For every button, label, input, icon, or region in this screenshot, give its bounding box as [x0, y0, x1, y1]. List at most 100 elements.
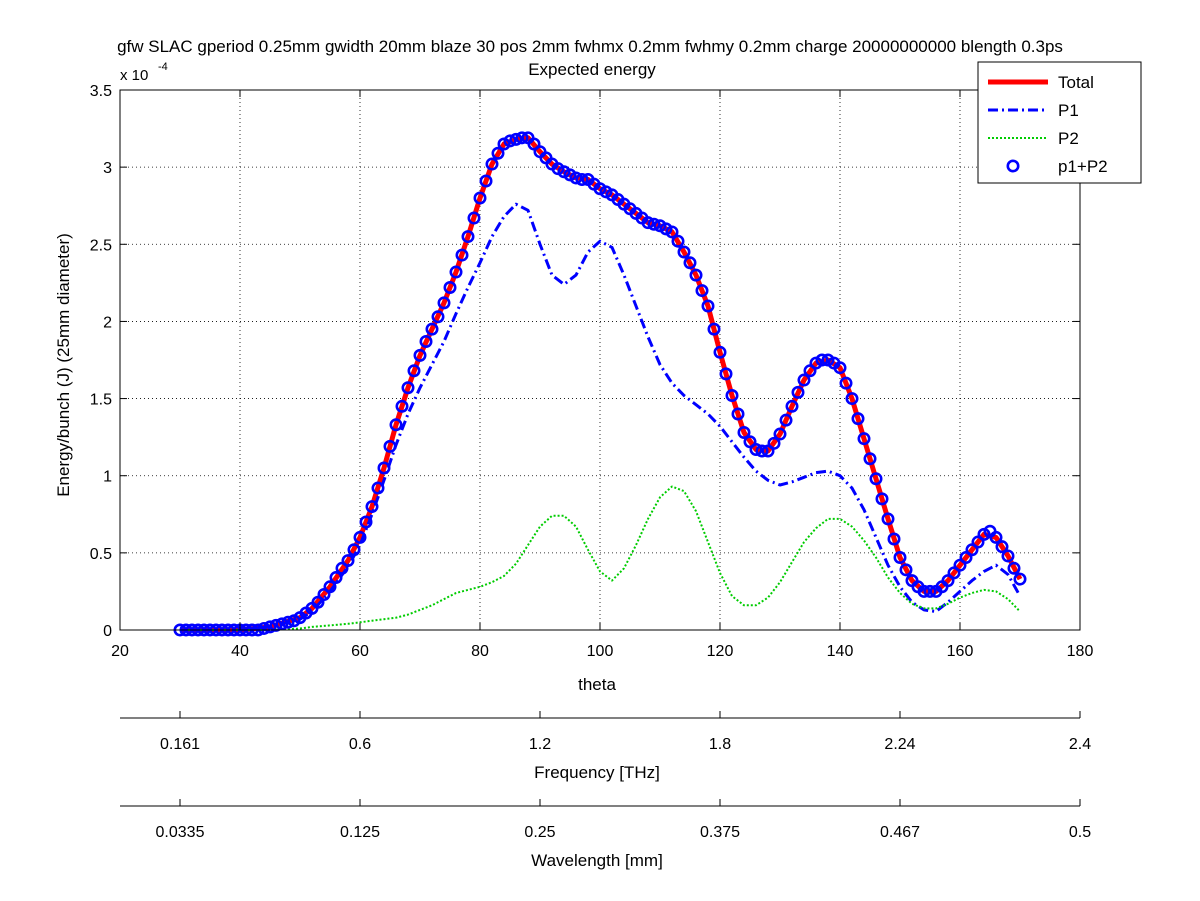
series-p1-p2-point	[815, 353, 829, 367]
series-p1-p2-point	[767, 436, 781, 450]
y-tick-label: 3.5	[90, 83, 112, 100]
series-p1-p2-point	[323, 580, 337, 594]
series-p1-line	[180, 202, 1022, 632]
legend: Total P1 P2 p1+P2	[977, 61, 1142, 184]
series-p1-p2-point	[833, 361, 847, 375]
y-tick-label: 3	[103, 160, 112, 177]
series-p1-p2-point	[713, 345, 727, 359]
chart-title: gfw SLAC gperiod 0.25mm gwidth 20mm blaz…	[117, 37, 1063, 56]
series-p1-p2-point	[779, 413, 793, 427]
x-tick-label: 60	[351, 643, 369, 660]
legend-p2-label: P2	[1058, 129, 1079, 148]
secondary-tick-label: 0.467	[880, 824, 920, 841]
series-p1-p2-point	[677, 245, 691, 259]
series-p1-p2-point	[707, 322, 721, 336]
frequency-axis-ticks: 0.161 0.6 1.2 1.8 2.24 2.4	[160, 711, 1091, 753]
series-p1-p2-point	[845, 392, 859, 406]
series-p1-p2-point	[455, 248, 469, 262]
secondary-tick-label: 0.375	[700, 824, 740, 841]
plot-background	[120, 90, 1080, 630]
frequency-axis: 0.161 0.6 1.2 1.8 2.24 2.4 Frequency [THz]	[120, 711, 1091, 782]
x-tick-label: 120	[707, 643, 734, 660]
series-p1-p2-point	[449, 265, 463, 279]
y-tick-label: 2.5	[90, 237, 112, 254]
series-p1-p2-point	[743, 435, 757, 449]
x-tick-label: 100	[587, 643, 614, 660]
series-p1-p2-point	[1007, 561, 1021, 575]
series-p1-p2-point	[509, 132, 523, 146]
y-tick-label: 1.5	[90, 392, 112, 409]
series-p1-p2-point	[395, 399, 409, 413]
series-p1-p2-point	[803, 364, 817, 378]
series-p1-p2-point	[353, 530, 367, 544]
series-p1-p2-point	[1013, 572, 1027, 586]
legend-p1-p2-label: p1+P2	[1058, 157, 1108, 176]
series-p1-p2-point	[335, 561, 349, 575]
wavelength-axis: 0.0335 0.125 0.25 0.375 0.467 0.5 Wavelength …	[120, 799, 1091, 870]
series-p1-p2-point	[797, 373, 811, 387]
y-tick-labels: 0 0.5 1 1.5 2 2.5 3 3.5	[90, 83, 112, 640]
series-p1-p2-point	[263, 620, 277, 634]
series-p1-p2-point	[863, 452, 877, 466]
y-exponent-power: -4	[158, 61, 168, 73]
series-p1-p2-point	[971, 535, 985, 549]
series-p1-p2-point	[443, 280, 457, 294]
series-p1-p2-point	[371, 481, 385, 495]
series-p1-p2-point	[431, 310, 445, 324]
series-p1-p2-point	[473, 191, 487, 205]
series-p1-p2-point	[725, 388, 739, 402]
series-p1-p2-point	[425, 322, 439, 336]
series-p1-p2-point	[917, 584, 931, 598]
series-p1-p2-point	[647, 217, 661, 231]
secondary-tick-label: 0.5	[1069, 824, 1091, 841]
series-p1-p2-point	[695, 284, 709, 298]
series-p1-p2-point	[641, 216, 655, 230]
series-p1-p2-point	[851, 412, 865, 426]
series-p1-p2-point	[269, 618, 283, 632]
secondary-tick-label: 1.8	[709, 736, 731, 753]
series-p1-p2-point	[887, 532, 901, 546]
series-p1-p2-point	[749, 442, 763, 456]
secondary-tick-label: 0.0335	[156, 824, 205, 841]
series-p1-p2-point	[869, 472, 883, 486]
series-p1-p2-point	[719, 367, 733, 381]
legend-entries: Total P1 P2 p1+P2	[988, 73, 1108, 176]
frequency-axis-label: Frequency [THz]	[534, 763, 660, 782]
legend-p1-label: P1	[1058, 101, 1079, 120]
plot-area	[119, 89, 1081, 637]
series-p1-p2-point	[893, 550, 907, 564]
y-tick-label: 1	[103, 469, 112, 486]
x-tick-label: 140	[827, 643, 854, 660]
series-p1-p2-point	[665, 225, 679, 239]
legend-p1-p2-swatch	[1006, 159, 1020, 173]
series-p2-line	[180, 485, 1021, 631]
series-p1-p2-point	[701, 299, 715, 313]
series-p1-p2-point	[941, 574, 955, 588]
chart-subtitle: Expected energy	[528, 60, 656, 79]
series-p1-p2-point	[995, 540, 1009, 554]
series-p1-p2-point	[671, 234, 685, 248]
series-p1-p2-point	[1001, 549, 1015, 563]
series-p1-p2-point	[785, 399, 799, 413]
series-p1-p2-point	[959, 550, 973, 564]
x-axis-label: theta	[578, 675, 616, 694]
series-p1-p2-point	[311, 595, 325, 609]
series-p1-p2-point	[881, 512, 895, 526]
series-p1-p2-point	[731, 407, 745, 421]
x-tick-label: 20	[111, 643, 129, 660]
series-p1-p2-point	[683, 256, 697, 270]
secondary-tick-label: 1.2	[529, 736, 551, 753]
wavelength-axis-label: Wavelength [mm]	[531, 851, 663, 870]
series-p1-p2-point	[527, 137, 541, 151]
series-p1-p2-point	[875, 492, 889, 506]
series-p1-p2-point	[413, 348, 427, 362]
secondary-tick-label: 0.25	[524, 824, 555, 841]
secondary-tick-label: 0.6	[349, 736, 371, 753]
series-p1-p2-point	[947, 566, 961, 580]
x-tick-label: 160	[947, 643, 974, 660]
series-p1-p2-point	[377, 461, 391, 475]
series-p1-p2-point	[347, 543, 361, 557]
series-p1-p2-point	[899, 563, 913, 577]
series-p1-p2-point	[773, 427, 787, 441]
wavelength-axis-ticks: 0.0335 0.125 0.25 0.375 0.467 0.5	[156, 799, 1091, 841]
